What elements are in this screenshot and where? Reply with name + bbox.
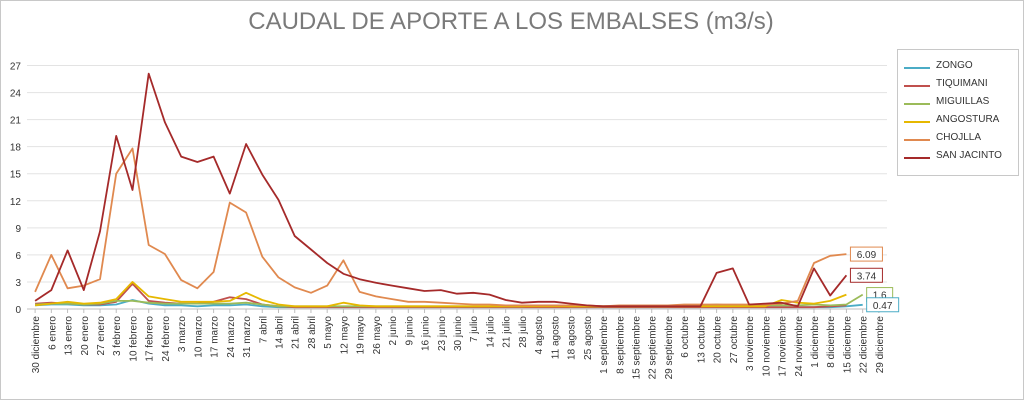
x-tick-label: 10 marzo: [193, 316, 204, 358]
x-tick-label: 25 agosto: [583, 316, 594, 360]
x-tick-label: 24 noviembre: [794, 316, 805, 377]
x-tick-label: 1 septiembre: [599, 316, 610, 374]
data-label-box: [849, 246, 883, 262]
x-tick-label: 31 marzo: [242, 316, 253, 358]
x-tick-label: 8 diciembre: [826, 316, 837, 368]
legend-label: ZONGO: [936, 60, 973, 71]
x-tick-label: 24 marzo: [226, 316, 237, 358]
x-tick-label: 9 junio: [404, 316, 415, 346]
data-label: 0.47: [873, 301, 893, 312]
y-tick-label: 24: [10, 89, 22, 100]
data-label: 3.74: [857, 271, 877, 282]
y-tick-label: 27: [10, 62, 22, 73]
legend-swatch: [904, 157, 930, 159]
x-tick-label: 29 septiembre: [664, 316, 675, 380]
chart-title: CAUDAL DE APORTE A LOS EMBALSES (m3/s): [248, 8, 774, 35]
x-tick-label: 11 agosto: [550, 316, 561, 360]
x-tick-label: 10 febrero: [128, 316, 139, 362]
x-tick-label: 12 mayo: [339, 316, 350, 355]
legend-item: SAN JACINTO: [904, 149, 1016, 167]
legend-swatch: [904, 85, 930, 87]
x-tick-label: 3 noviembre: [745, 316, 756, 371]
legend-swatch: [904, 67, 930, 69]
legend-label: SAN JACINTO: [936, 150, 1002, 161]
y-tick-label: 12: [10, 197, 22, 208]
x-tick-label: 17 febrero: [145, 316, 156, 362]
x-tick-label: 17 marzo: [210, 316, 221, 358]
x-tick-label: 18 agosto: [567, 316, 578, 360]
x-tick-label: 14 julio: [485, 316, 496, 348]
legend-item: TIQUIMANI: [904, 77, 1016, 95]
x-tick-label: 6 octubre: [680, 316, 691, 358]
x-tick-label: 26 mayo: [372, 316, 383, 355]
x-tick-label: 22 diciembre: [859, 316, 870, 374]
data-label: 6.09: [857, 250, 877, 261]
data-label: 1.6: [873, 291, 887, 302]
x-tick-label: 10 noviembre: [761, 316, 772, 377]
x-tick-label: 3 marzo: [177, 316, 188, 353]
x-tick-label: 13 octubre: [696, 316, 707, 364]
x-tick-label: 15 diciembre: [842, 316, 853, 374]
legend-item: MIGUILLAS: [904, 95, 1016, 113]
x-tick-label: 30 diciembre: [31, 316, 42, 374]
x-tick-label: 20 enero: [80, 316, 91, 356]
y-tick-label: 21: [10, 116, 22, 127]
legend-swatch: [904, 121, 930, 123]
legend-label: CHOJLLA: [936, 132, 982, 143]
x-tick-label: 29 diciembre: [875, 316, 886, 374]
legend-label: ANGOSTURA: [936, 114, 1000, 125]
x-tick-label: 5 mayo: [323, 316, 334, 349]
series-line-angostura: [35, 281, 847, 308]
chart-legend: ZONGO TIQUIMANI MIGUILLAS ANGOSTURA CHOJLLA S…: [897, 49, 1019, 176]
x-tick-label: 21 julio: [502, 316, 513, 348]
x-tick-label: 27 enero: [96, 316, 107, 356]
legend-swatch: [904, 103, 930, 105]
x-tick-label: 7 julio: [469, 316, 480, 343]
x-tick-label: 22 septiembre: [648, 316, 659, 380]
x-tick-label: 28 abril: [307, 316, 318, 349]
x-tick-label: 23 junio: [437, 316, 448, 351]
x-tick-label: 16 junio: [421, 316, 432, 351]
legend-swatch: [904, 139, 930, 141]
x-tick-label: 17 noviembre: [778, 316, 789, 377]
x-tick-label: 19 mayo: [356, 316, 367, 355]
data-label-box: [849, 267, 883, 283]
legend-item: ANGOSTURA: [904, 113, 1016, 131]
y-tick-label: 6: [15, 251, 21, 262]
x-tick-label: 6 enero: [47, 316, 58, 350]
x-tick-label: 1 diciembre: [810, 316, 821, 368]
x-tick-label: 8 septiembre: [615, 316, 626, 374]
x-tick-label: 2 junio: [388, 316, 399, 346]
series-line-chojlla: [34, 147, 847, 308]
x-tick-label: 3 febrero: [112, 316, 123, 356]
legend-label: MIGUILLAS: [936, 96, 990, 107]
x-tick-label: 14 abril: [275, 316, 286, 349]
x-tick-label: 4 agosto: [534, 316, 545, 355]
x-tick-label: 24 febrero: [161, 316, 172, 362]
x-tick-label: 21 abril: [291, 316, 302, 349]
data-label-box: [866, 297, 900, 313]
x-tick-label: 30 junio: [453, 316, 464, 351]
x-tick-label: 7 abril: [258, 316, 269, 343]
x-tick-label: 20 octubre: [713, 316, 724, 364]
legend-item: CHOJLLA: [904, 131, 1016, 149]
x-tick-label: 28 julio: [518, 316, 529, 348]
x-tick-label: 15 septiembre: [631, 316, 642, 380]
y-tick-label: 3: [15, 278, 21, 289]
y-tick-label: 9: [15, 224, 21, 235]
x-tick-label: 27 octubre: [729, 316, 740, 364]
legend-item: ZONGO: [904, 59, 1016, 77]
y-tick-label: 18: [10, 143, 22, 154]
series-line-san-jacinto: [34, 72, 848, 308]
legend-label: TIQUIMANI: [936, 78, 988, 89]
x-tick-label: 13 enero: [64, 316, 75, 356]
y-tick-label: 15: [10, 170, 22, 181]
y-tick-label: 0: [15, 305, 21, 316]
